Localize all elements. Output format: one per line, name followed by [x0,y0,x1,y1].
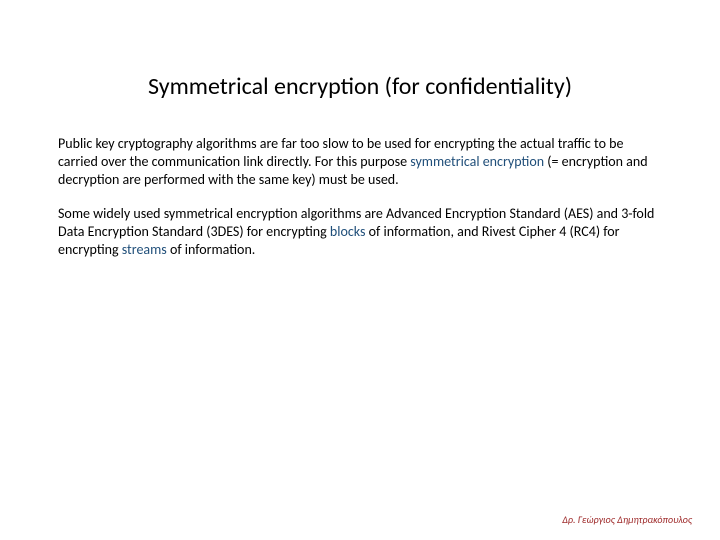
paragraph-1: Public key cryptography algorithms are f… [50,135,670,189]
footer-author: Δρ. Γεώργιος Δημητρακόπουλος [562,513,692,526]
keyword-symmetrical-encryption: symmetrical encryption [410,153,544,170]
para2-text-c: of information. [167,241,256,258]
keyword-streams: streams [122,241,167,258]
keyword-blocks: blocks [330,223,366,240]
slide-container: Symmetrical encryption (for confidential… [0,0,720,540]
slide-title: Symmetrical encryption (for confidential… [50,72,670,101]
paragraph-2: Some widely used symmetrical encryption … [50,205,670,259]
